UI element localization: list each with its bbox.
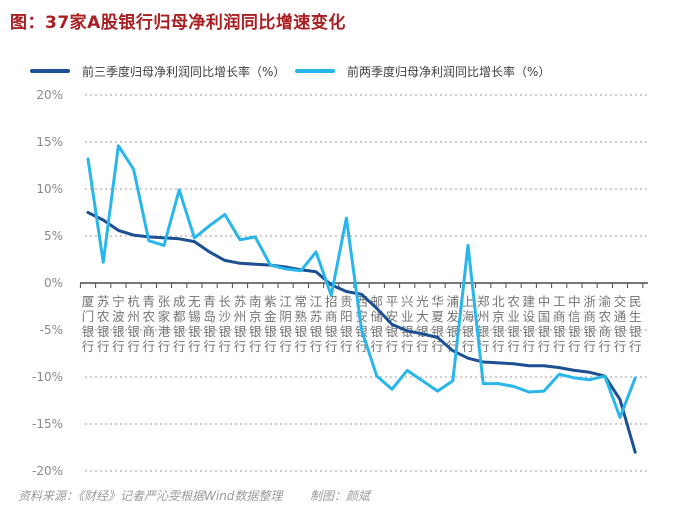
x-axis-label: 江阴银行 [279, 294, 292, 354]
x-axis-label: 渝农商行 [599, 294, 612, 354]
x-axis-label: 苏州银行 [234, 294, 247, 354]
q3-series-line [86, 211, 637, 454]
line-chart-plot: 20% 15% 10% 5% 0% -5% -10% -15% -20% 厦门银行苏农银行宁波银行… [32, 88, 648, 478]
x-axis-label: 苏农银行 [97, 294, 110, 354]
svg-text:-5%: -5% [40, 323, 63, 337]
x-axis-label: 张家港行 [158, 294, 171, 354]
x-axis-label: 浙商银行 [583, 294, 596, 354]
x-axis-label: 建设银行 [523, 294, 536, 354]
x-axis-label: 兴业银行 [401, 294, 414, 354]
x-axis-label: 成都银行 [173, 294, 186, 354]
svg-text:15%: 15% [36, 135, 63, 149]
x-axis-label: 交通银行 [614, 294, 627, 354]
x-axis-label: 民生银行 [629, 294, 642, 354]
svg-text:-15%: -15% [32, 417, 63, 431]
x-axis-label: 宁波银行 [112, 294, 125, 354]
svg-text:20%: 20% [36, 88, 63, 102]
legend-item-q3: 前三季度归母净利润同比增长率（%） [30, 63, 285, 79]
q3-line-swatch-icon [30, 69, 70, 73]
x-axis-label: 紫金银行 [264, 294, 277, 354]
legend-item-h1: 前两季度归母净利润同比增长率（%） [295, 63, 550, 79]
svg-text:0%: 0% [44, 276, 63, 290]
x-axis-label: 长沙银行 [219, 294, 232, 354]
source-note: 资料来源：《财经》记者严沁雯根据Wind数据整理 [18, 489, 283, 503]
credit-note: 制图：颜斌 [310, 489, 371, 503]
x-axis-label: 平安银行 [386, 294, 399, 354]
x-axis-label: 厦门银行 [82, 294, 95, 354]
page-title: 图：37家A股银行归母净利润同比增速变化 [10, 13, 346, 33]
x-axis-label: 光大银行 [416, 294, 429, 354]
x-axis-label: 贵阳银行 [340, 294, 353, 354]
x-axis-label: 常熟银行 [295, 294, 308, 354]
legend-label-q3: 前三季度归母净利润同比增长率（%） [82, 64, 286, 79]
svg-text:5%: 5% [44, 229, 63, 243]
x-axis-label: 工商银行 [553, 294, 566, 354]
x-axis-label: 上海银行 [462, 294, 475, 354]
svg-text:-20%: -20% [32, 464, 63, 478]
x-axis-label: 北京银行 [492, 294, 505, 354]
x-axis-label: 华夏银行 [431, 294, 444, 354]
legend-label-h1: 前两季度归母净利润同比增长率（%） [347, 64, 551, 79]
x-axis-label: 杭州银行 [127, 294, 140, 354]
h1-line-swatch-icon [295, 69, 335, 73]
x-axis-label: 青农商行 [143, 294, 156, 354]
x-axis-label: 青岛银行 [203, 294, 216, 354]
h1-series-line [86, 144, 637, 419]
x-axis-label: 中信银行 [568, 294, 581, 354]
svg-text:-10%: -10% [32, 370, 63, 384]
x-axis-label: 无锡银行 [188, 294, 201, 354]
x-axis-label: 招商银行 [325, 294, 338, 354]
x-axis-label: 南京银行 [249, 294, 262, 354]
x-axis-label: 中国银行 [538, 294, 551, 354]
x-axis-label: 农业银行 [507, 294, 520, 354]
x-axis-label: 江苏银行 [310, 294, 323, 354]
svg-text:10%: 10% [36, 182, 63, 196]
